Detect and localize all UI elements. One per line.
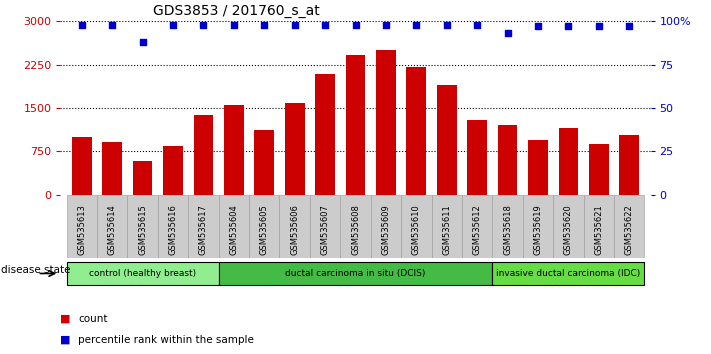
Bar — [407, 68, 426, 195]
Bar — [498, 125, 518, 195]
Text: GSM535608: GSM535608 — [351, 204, 360, 255]
Bar — [67, 195, 97, 258]
Bar — [437, 85, 456, 195]
Point — [441, 22, 452, 28]
Bar — [376, 50, 396, 195]
Bar — [158, 195, 188, 258]
Bar — [341, 195, 370, 258]
Bar — [432, 195, 462, 258]
Point — [533, 24, 544, 29]
Text: GSM535620: GSM535620 — [564, 204, 573, 255]
Bar — [255, 130, 274, 195]
Text: GSM535606: GSM535606 — [290, 204, 299, 255]
Bar — [224, 104, 244, 195]
Point — [167, 22, 178, 28]
Text: ductal carcinoma in situ (DCIS): ductal carcinoma in situ (DCIS) — [285, 269, 426, 278]
Bar — [584, 195, 614, 258]
Bar — [218, 262, 493, 285]
Text: GSM535604: GSM535604 — [230, 204, 238, 255]
Point — [502, 30, 513, 36]
Text: GSM535611: GSM535611 — [442, 204, 451, 255]
Point — [76, 22, 87, 28]
Bar — [493, 262, 644, 285]
Bar — [619, 135, 639, 195]
Bar — [102, 142, 122, 195]
Bar — [589, 144, 609, 195]
Text: ■: ■ — [60, 314, 71, 324]
Point — [624, 24, 635, 29]
Bar — [462, 195, 493, 258]
Text: GSM535621: GSM535621 — [594, 204, 604, 255]
Bar — [188, 195, 218, 258]
Bar — [310, 195, 341, 258]
Text: GSM535613: GSM535613 — [77, 204, 86, 255]
Text: GSM535605: GSM535605 — [260, 204, 269, 255]
Bar — [493, 195, 523, 258]
Bar — [346, 55, 365, 195]
Point — [593, 24, 604, 29]
Text: GSM535618: GSM535618 — [503, 204, 512, 255]
Bar — [249, 195, 279, 258]
Text: GSM535614: GSM535614 — [107, 204, 117, 255]
Bar — [285, 103, 304, 195]
Bar — [193, 115, 213, 195]
Bar — [614, 195, 644, 258]
Bar — [559, 128, 578, 195]
Text: GSM535617: GSM535617 — [199, 204, 208, 255]
Bar — [528, 140, 548, 195]
Bar — [279, 195, 310, 258]
Point — [198, 22, 209, 28]
Text: GSM535615: GSM535615 — [138, 204, 147, 255]
Bar — [163, 145, 183, 195]
Bar — [127, 195, 158, 258]
Text: GSM535619: GSM535619 — [533, 204, 542, 255]
Bar — [467, 120, 487, 195]
Bar — [218, 195, 249, 258]
Point — [380, 22, 392, 28]
Bar — [370, 195, 401, 258]
Text: count: count — [78, 314, 107, 324]
Text: GSM535607: GSM535607 — [321, 204, 330, 255]
Point — [107, 22, 118, 28]
Point — [289, 22, 300, 28]
Text: GSM535610: GSM535610 — [412, 204, 421, 255]
Text: GSM535622: GSM535622 — [625, 204, 634, 255]
Bar — [72, 137, 92, 195]
Bar — [523, 195, 553, 258]
Point — [471, 22, 483, 28]
Text: invasive ductal carcinoma (IDC): invasive ductal carcinoma (IDC) — [496, 269, 641, 278]
Point — [350, 22, 361, 28]
Point — [137, 39, 149, 45]
Point — [228, 22, 240, 28]
Text: GSM535612: GSM535612 — [473, 204, 481, 255]
Bar — [97, 195, 127, 258]
Point — [319, 22, 331, 28]
Text: percentile rank within the sample: percentile rank within the sample — [78, 335, 254, 345]
Bar — [67, 262, 218, 285]
Point — [259, 22, 270, 28]
Text: GSM535616: GSM535616 — [169, 204, 178, 255]
Text: ■: ■ — [60, 335, 71, 345]
Bar — [401, 195, 432, 258]
Text: GDS3853 / 201760_s_at: GDS3853 / 201760_s_at — [153, 4, 320, 18]
Bar — [553, 195, 584, 258]
Text: GSM535609: GSM535609 — [381, 204, 390, 255]
Bar — [133, 161, 152, 195]
Point — [411, 22, 422, 28]
Text: control (healthy breast): control (healthy breast) — [89, 269, 196, 278]
Point — [562, 24, 574, 29]
Bar — [315, 74, 335, 195]
Text: disease state: disease state — [1, 265, 70, 275]
